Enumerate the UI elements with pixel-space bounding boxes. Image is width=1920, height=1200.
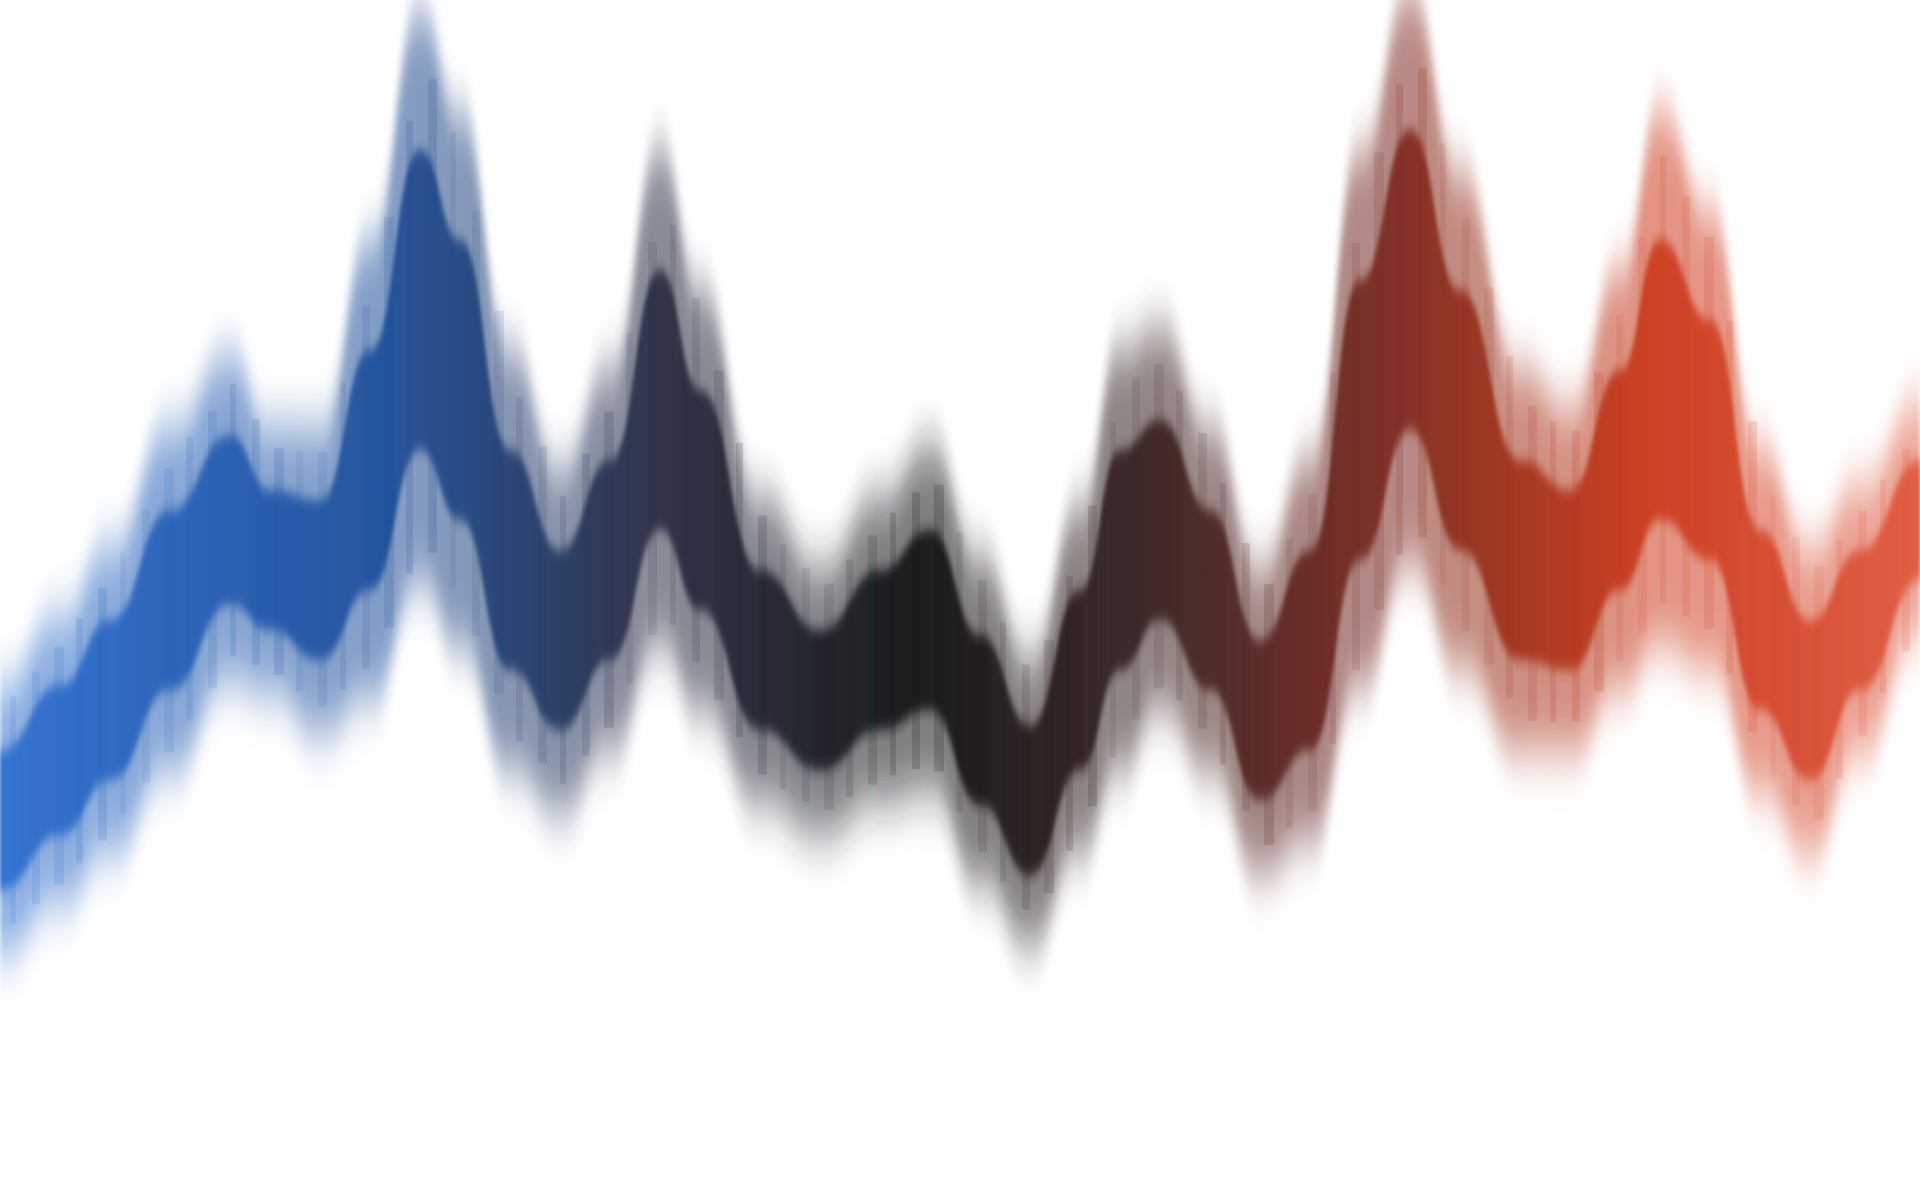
motion-streak xyxy=(824,583,834,810)
motion-streak xyxy=(1660,156,1666,604)
motion-streak xyxy=(1902,449,1910,651)
motion-streak xyxy=(54,646,64,886)
motion-streak xyxy=(32,671,40,905)
motion-streak xyxy=(1066,576,1073,851)
motion-streak xyxy=(1088,505,1097,807)
motion-streak xyxy=(978,579,987,853)
motion-streak xyxy=(1748,421,1757,733)
motion-streak xyxy=(736,442,743,738)
motion-streak xyxy=(1440,143,1446,585)
motion-streak xyxy=(1880,480,1886,694)
motion-streak xyxy=(1506,356,1513,699)
motion-streak xyxy=(516,397,523,742)
motion-streak xyxy=(1198,432,1207,729)
motion-streak xyxy=(890,512,896,776)
motion-streak xyxy=(362,305,370,670)
motion-streak xyxy=(142,510,150,784)
motion-streak xyxy=(494,311,504,694)
motion-streak xyxy=(1000,622,1006,882)
motion-streak xyxy=(802,568,810,802)
motion-streak xyxy=(648,241,657,635)
motion-streak xyxy=(604,411,614,728)
motion-streak xyxy=(340,382,346,690)
motion-streak xyxy=(208,410,217,689)
motion-streak xyxy=(252,419,260,665)
motion-streak xyxy=(230,384,236,656)
motion-streak xyxy=(956,532,963,812)
motion-streak xyxy=(1704,236,1714,629)
motion-streak xyxy=(1550,421,1556,723)
motion-streak xyxy=(1110,422,1116,758)
motion-streak xyxy=(296,450,303,691)
motion-streak xyxy=(1616,314,1623,662)
motion-streak xyxy=(1220,483,1226,765)
motion-streak xyxy=(1418,67,1427,538)
motion-streak xyxy=(1154,363,1164,689)
motion-streak xyxy=(450,132,456,588)
motion-streak xyxy=(1330,372,1336,744)
motion-streak xyxy=(274,448,284,675)
motion-streak xyxy=(626,333,633,685)
motion-streak xyxy=(1594,372,1604,692)
motion-streak xyxy=(1374,152,1384,610)
motion-streak xyxy=(1682,196,1690,617)
motion-streak xyxy=(164,467,174,753)
motion-streak xyxy=(846,559,853,798)
motion-streak xyxy=(1308,494,1317,812)
motion-streak xyxy=(758,515,767,775)
motion-streak xyxy=(868,535,877,785)
motion-streak xyxy=(406,121,413,575)
motion-streak xyxy=(1352,243,1360,671)
motion-streak xyxy=(1462,218,1470,632)
motion-streak xyxy=(1022,664,1030,910)
motion-streak xyxy=(582,453,590,756)
motion-streak xyxy=(472,210,480,636)
motion-streak xyxy=(76,618,83,864)
motion-streak xyxy=(1770,495,1776,777)
motion-streak xyxy=(1814,566,1824,821)
motion-streak xyxy=(714,370,724,700)
motion-streak xyxy=(560,496,566,784)
motion-streak xyxy=(186,436,193,721)
motion-streak xyxy=(1264,583,1274,845)
motion-streak xyxy=(1396,83,1403,555)
motion-streak xyxy=(318,451,327,707)
motion-streak xyxy=(1792,537,1800,805)
motion-streak xyxy=(1858,510,1867,736)
motion-streak xyxy=(428,79,437,553)
motion-streak xyxy=(912,492,920,770)
motion-streak xyxy=(1484,287,1494,665)
motion-streak xyxy=(1044,639,1054,894)
motion-streak xyxy=(120,552,126,814)
motion-streak xyxy=(670,225,676,625)
motion-streak xyxy=(10,696,16,924)
motion-streaks xyxy=(10,67,1910,924)
motion-streak xyxy=(1638,237,1647,633)
motion-streak xyxy=(98,588,107,841)
motion-streak xyxy=(384,216,394,628)
motion-streak xyxy=(1836,538,1843,779)
motion-streak xyxy=(1572,430,1580,722)
motion-streak xyxy=(1176,390,1183,701)
motion-streak xyxy=(1726,320,1733,675)
motion-streak xyxy=(934,484,944,772)
motion-streak xyxy=(1286,538,1293,829)
motion-streak xyxy=(780,544,786,790)
motion-streak xyxy=(1242,543,1250,811)
motion-streak xyxy=(1528,405,1537,721)
motion-streak xyxy=(1132,376,1140,720)
motion-streak xyxy=(692,297,700,663)
motion-streak xyxy=(538,446,547,763)
